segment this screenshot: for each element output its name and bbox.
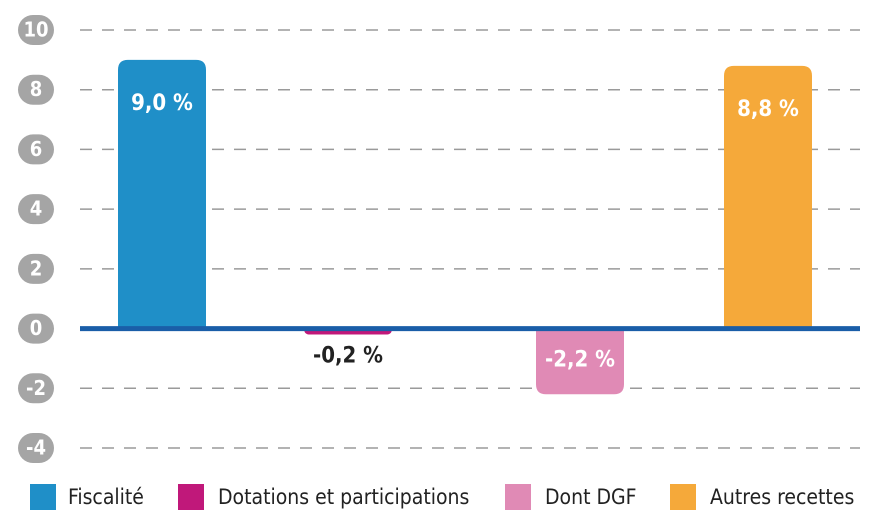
value-label: 8,8 % xyxy=(737,97,799,122)
y-tick-label: 6 xyxy=(30,137,43,161)
legend-label: Dont DGF xyxy=(545,485,637,509)
value-label: 9,0 % xyxy=(131,91,193,116)
y-tick-badge xyxy=(18,253,54,284)
legend-swatch xyxy=(178,484,204,510)
y-tick-badge xyxy=(18,373,54,404)
legend-swatch xyxy=(505,484,531,510)
legend-label: Autres recettes xyxy=(710,485,854,509)
bar xyxy=(118,59,206,329)
legend-label: Fiscalité xyxy=(68,485,144,509)
y-tick-badge xyxy=(18,194,54,225)
y-tick-badge xyxy=(18,313,54,344)
legend-label: Dotations et participations xyxy=(218,485,469,509)
y-tick-label: -2 xyxy=(26,376,46,400)
y-tick-label: 10 xyxy=(23,18,48,42)
legend-swatch xyxy=(670,484,696,510)
y-tick-badge xyxy=(18,74,54,105)
legend-swatch xyxy=(30,484,56,510)
y-tick-badge xyxy=(18,433,54,463)
y-tick-label: -4 xyxy=(26,436,46,460)
bar xyxy=(724,65,812,329)
y-tick-badge xyxy=(18,134,54,165)
y-tick-label: 4 xyxy=(30,197,43,221)
bar xyxy=(536,328,624,395)
y-tick-label: 0 xyxy=(30,316,43,340)
value-label: -0,2 % xyxy=(313,344,383,369)
y-tick-label: 8 xyxy=(30,77,43,101)
value-label: -2,2 % xyxy=(545,347,615,372)
y-tick-label: 2 xyxy=(30,256,43,280)
y-tick-badge xyxy=(18,15,54,45)
